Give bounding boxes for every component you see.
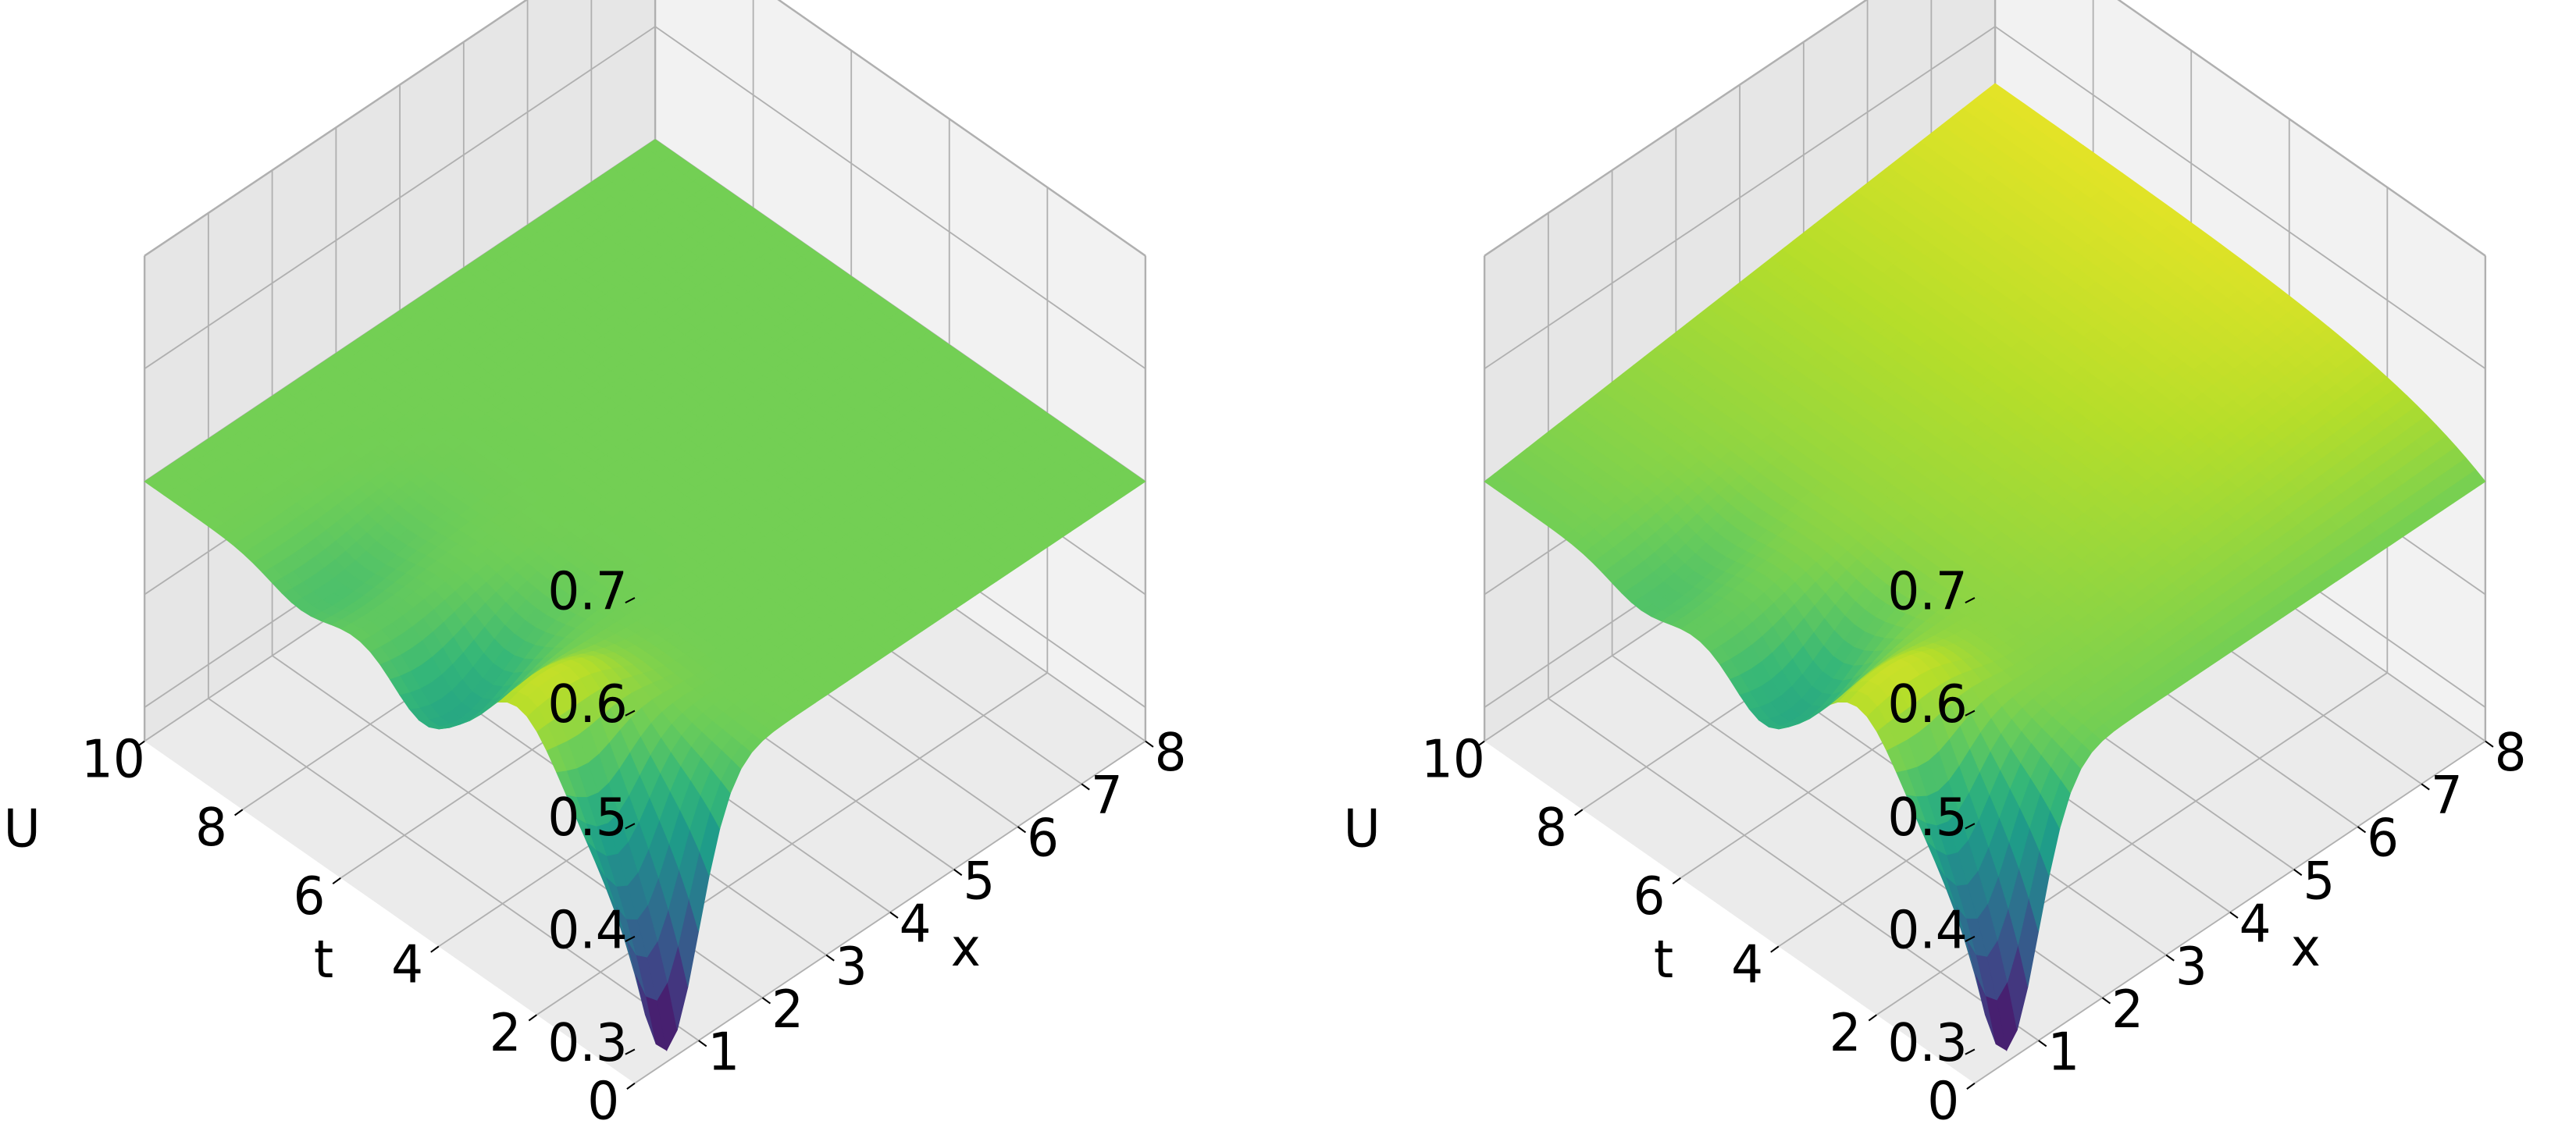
grid-line-z [144,26,656,370]
t-tick-mark [626,1082,636,1090]
z-tick-label: 0.4 [547,900,627,960]
x-tick-label: 1 [707,1023,739,1083]
z-tick-label: 0.3 [547,1013,627,1073]
t-tick-label: 10 [81,729,145,789]
x-axis-label: x [2291,918,2321,978]
surface-mesh [1484,83,2486,1051]
z-tick-label: 0.7 [1887,561,1967,621]
t-tick-mark [1966,1082,1976,1090]
x-tick-mark [761,997,771,1005]
grid-line-t [536,672,1048,1016]
x-tick-label: 6 [1027,809,1059,869]
z-tick-mark [625,1048,636,1055]
x-tick-label: 5 [2303,851,2335,911]
grid-line-t [1974,740,2486,1084]
t-tick-label: 0 [1927,1072,1959,1124]
x-tick-mark [2421,783,2430,791]
surface-mesh [144,139,1146,1051]
x-tick-label: 4 [900,894,932,954]
x-tick-mark [953,869,963,877]
t-tick-label: 6 [1634,866,1666,927]
t-tick-label: 2 [490,1003,522,1063]
x-tick-label: 7 [1091,766,1123,826]
x-tick-label: 8 [1155,723,1187,783]
t-tick-mark [1672,877,1681,885]
left-surface-plot: 1 2 3 4 5 6 7 8 x 0 2 4 6 8 10 t 0.3 0.4 0.5 0.6 0.7 U [4,0,1187,1124]
z-tick-label: 0.4 [1887,900,1967,960]
x-tick-mark [2038,1040,2047,1048]
x-tick-label: 3 [836,937,868,997]
surface-face [643,139,666,155]
pane-edge [777,0,1146,257]
grid-line-z [1994,26,2486,370]
pane-edge [1484,0,1869,257]
x-tick-mark [698,1040,707,1048]
grid-line-z [654,26,1146,370]
x-tick-mark [2229,911,2239,919]
x-tick-mark [1145,740,1154,748]
x-tick-mark [2293,869,2303,877]
x-tick-label: 5 [963,851,995,911]
x-tick-mark [889,911,899,919]
t-tick-mark [1868,1014,1877,1022]
t-tick-mark [528,1014,537,1022]
grid-line-t [1876,672,2388,1016]
t-tick-mark [430,945,440,953]
t-tick-mark [1574,809,1584,816]
x-tick-mark [2101,997,2111,1005]
z-tick-mark [625,823,636,830]
z-axis-label: U [1344,799,1381,859]
x-tick-label: 3 [2175,937,2207,997]
right-surface-plot: 1 2 3 4 5 6 7 8 x 0 2 4 6 8 10 t 0.3 0.4 0.5 0.6 0.7 U [1340,0,2576,1124]
z-tick-mark [625,596,636,604]
pane-edge [2117,0,2486,257]
pane-edge [144,0,529,257]
x-tick-label: 7 [2431,766,2463,826]
t-tick-label: 4 [391,934,423,994]
t-tick-mark [136,740,145,748]
t-axis-label: t [314,930,333,990]
t-tick-label: 2 [1830,1003,1862,1063]
t-tick-mark [234,809,244,816]
grid-line-x [208,698,700,1041]
z-tick-label: 0.3 [1887,1013,1967,1073]
z-tick-label: 0.6 [547,674,627,735]
z-tick-mark [625,935,636,943]
t-tick-label: 8 [195,798,227,858]
x-axis-label: x [951,918,981,978]
x-tick-label: 2 [771,980,803,1040]
x-tick-label: 1 [2047,1023,2079,1083]
t-tick-label: 4 [1731,934,1763,994]
grid-line-x [1548,698,2040,1041]
z-tick-label: 0.5 [547,788,627,848]
x-tick-mark [1017,826,1027,834]
x-tick-mark [2357,826,2367,834]
t-tick-label: 6 [294,866,326,927]
z-axis-label: U [4,799,41,859]
z-tick-label: 0.6 [1887,674,1967,735]
x-tick-mark [1081,783,1090,791]
grid-line-z [1484,26,1996,370]
x-tick-label: 2 [2111,980,2143,1040]
x-tick-label: 4 [2239,894,2271,954]
x-tick-mark [2485,740,2494,748]
x-tick-mark [2165,954,2175,962]
z-tick-label: 0.5 [1887,788,1967,848]
x-tick-label: 6 [2367,809,2399,869]
t-axis-label: t [1654,930,1673,990]
t-tick-label: 0 [587,1072,619,1124]
z-tick-mark [625,710,636,717]
t-tick-label: 8 [1535,798,1567,858]
x-tick-label: 8 [2495,723,2527,783]
x-tick-mark [825,954,835,962]
t-tick-mark [332,877,341,885]
t-tick-mark [1770,945,1780,953]
z-tick-label: 0.7 [547,561,627,621]
t-tick-label: 10 [1421,729,1485,789]
